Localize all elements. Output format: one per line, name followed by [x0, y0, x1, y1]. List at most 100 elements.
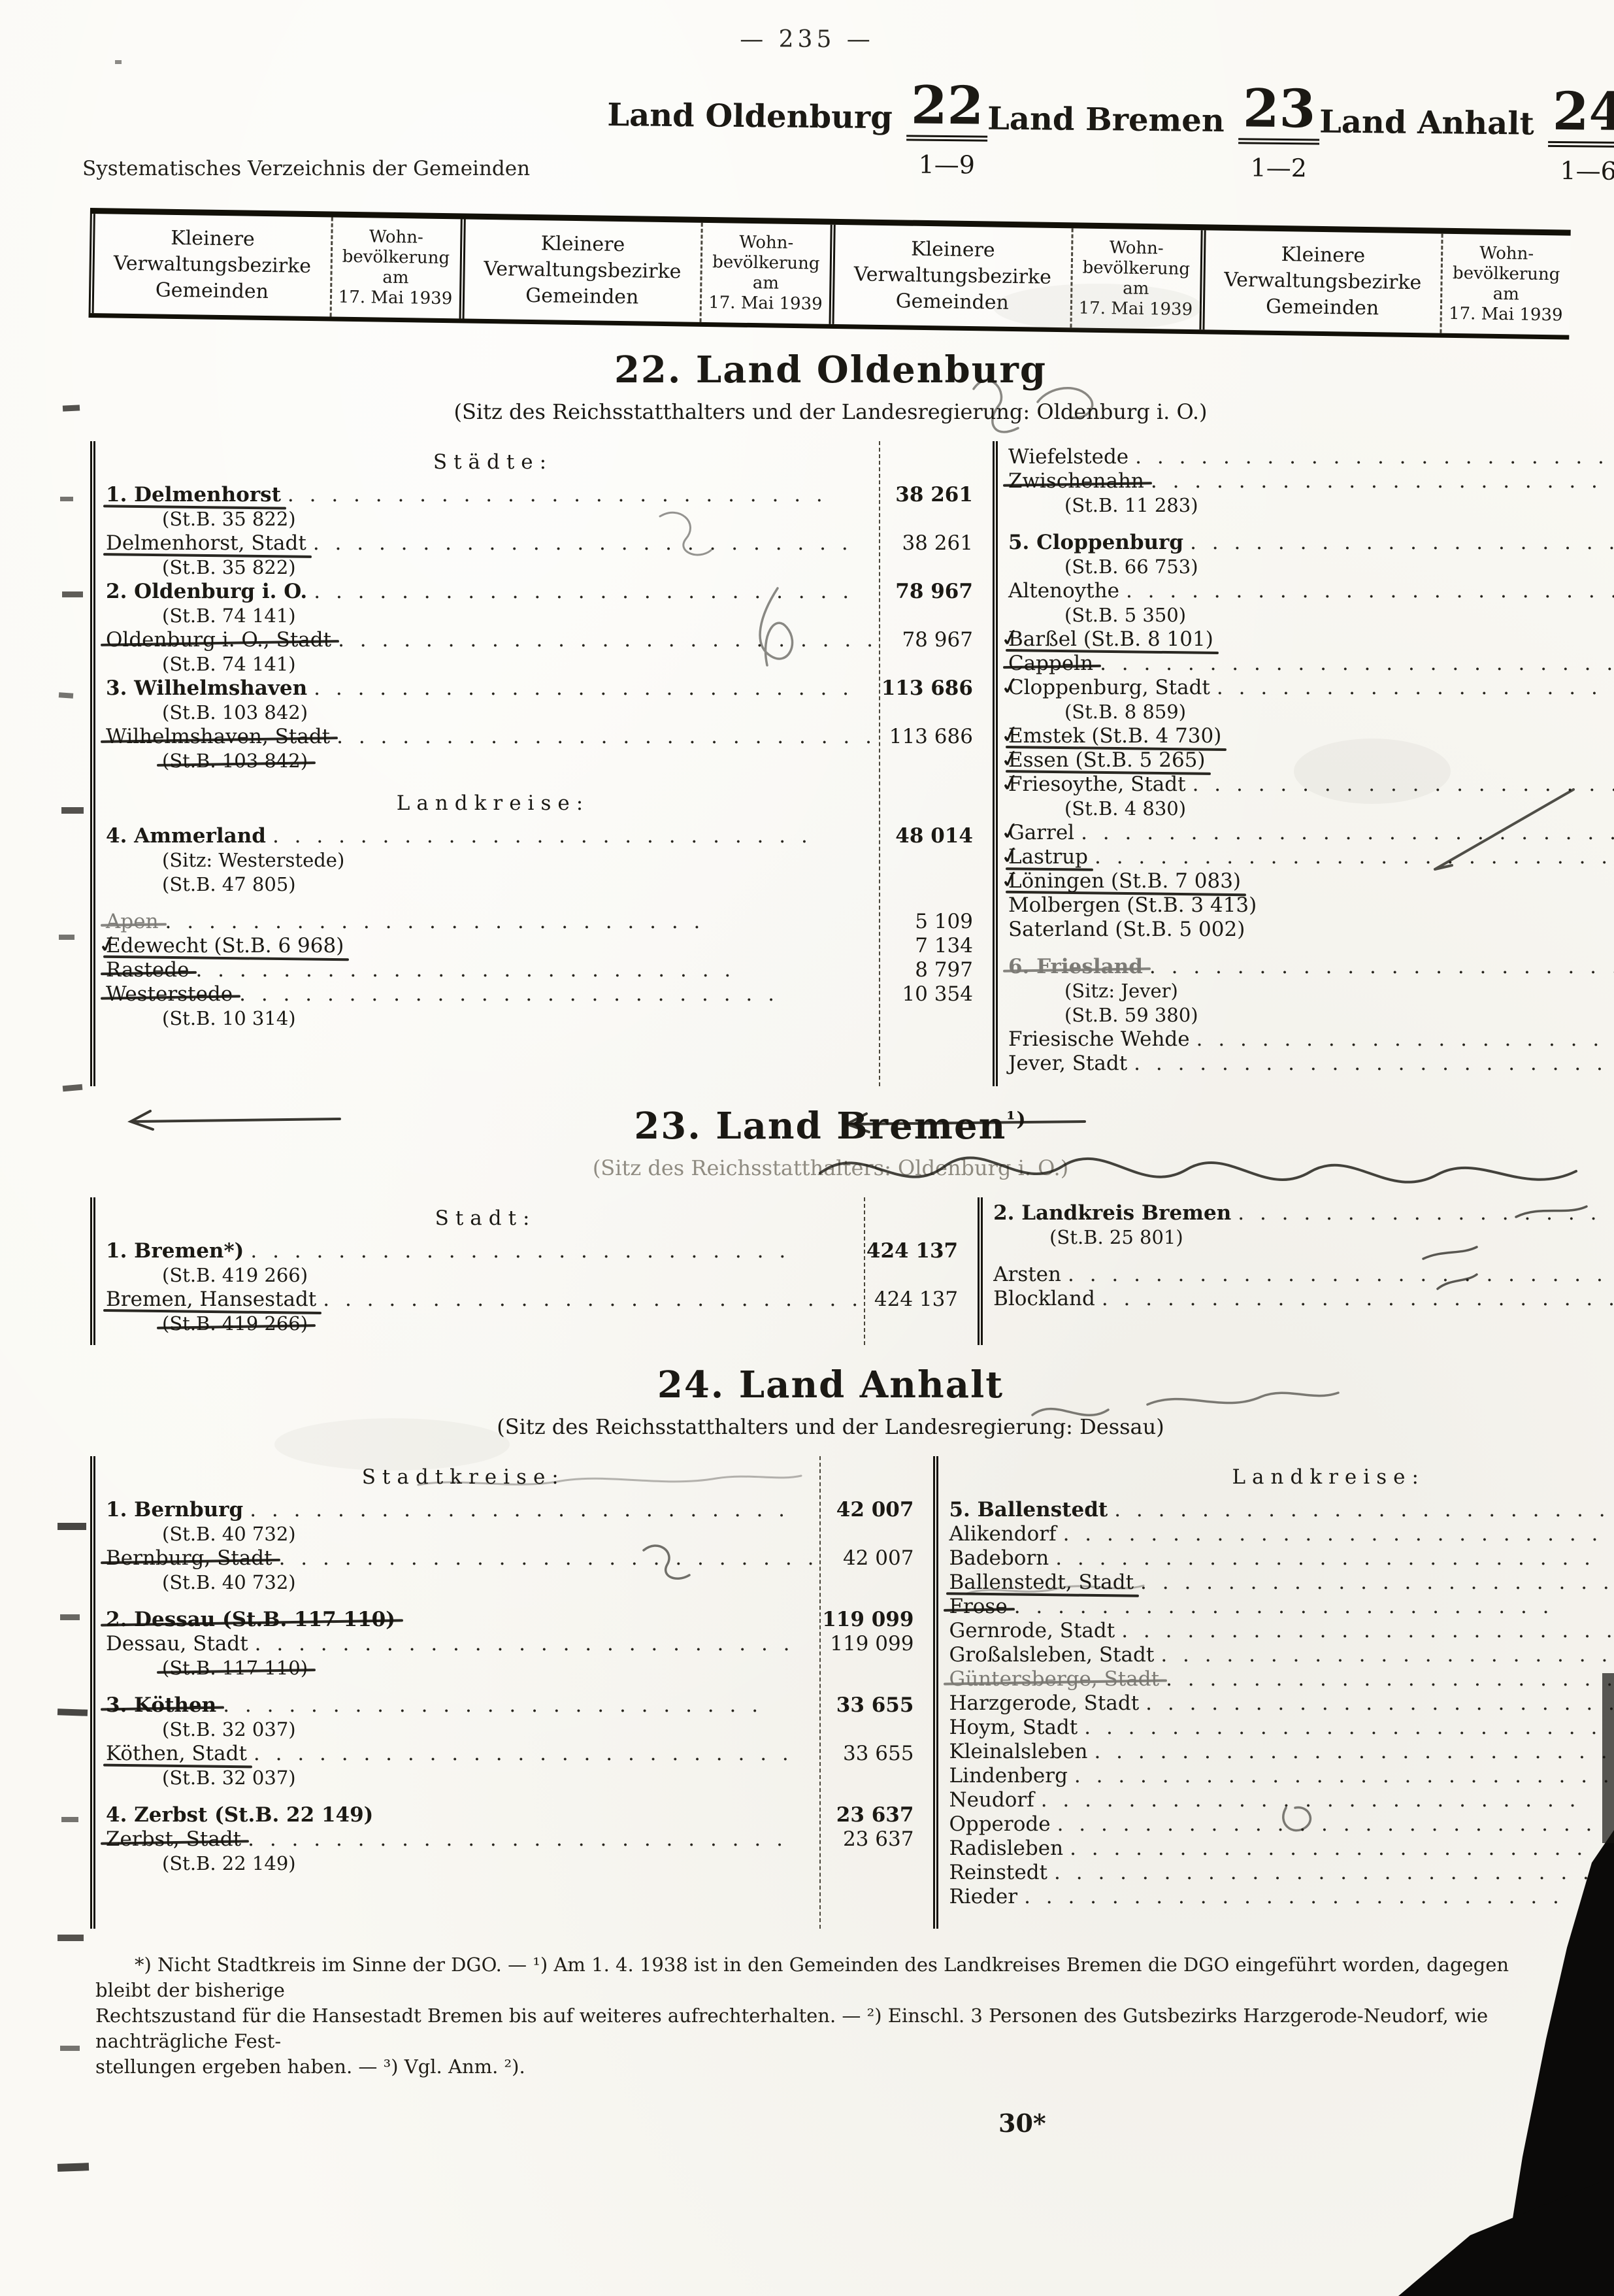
gemeinde-name: Arsten . . . . . . . . . . . . . . . . .… [993, 1263, 1614, 1287]
stb-note: (St.B. 59 380) [1008, 1003, 1614, 1027]
header-line: bevölkerung [1452, 263, 1560, 285]
gemeinde-name: Garrel . . . . . . . . . . . . . . . . .… [1008, 821, 1614, 845]
stb-note-row: (St.B. 117 110) [106, 1656, 933, 1680]
stb-note: (St.B. 40 732) [106, 1522, 933, 1546]
dot-leaders: . . . . . . . . . . . . . . . . . . . . … [1074, 1764, 1614, 1788]
gemeinde-name: 1. Delmenhorst . . . . . . . . . . . . .… [106, 483, 880, 507]
gemeinde-name-text: 5. Cloppenburg [1008, 531, 1184, 554]
gemeinde-row: Köthen, Stadt . . . . . . . . . . . . . … [106, 1742, 933, 1766]
gemeinde-row: 1. Delmenhorst . . . . . . . . . . . . .… [106, 483, 993, 507]
gemeinde-name: Hoym, Stadt . . . . . . . . . . . . . . … [949, 1716, 1614, 1740]
column-heading: Landkreise: [1232, 1465, 1425, 1489]
gemeinde-name: Wiefelstede . . . . . . . . . . . . . . … [1008, 445, 1614, 469]
stb-note: (St.B. 32 037) [106, 1766, 933, 1790]
gemeinde-name-text: Blockland [993, 1287, 1095, 1310]
section-title: 23. Land Bremen¹) [634, 1105, 1027, 1148]
footnote-ref: ¹) [1006, 1108, 1027, 1131]
dot-leaders: . . . . . . . . . . . . . . . . . . . . … [272, 824, 812, 848]
dot-leaders: . . . . . . . . . . . . . . . . . . . . … [312, 531, 853, 555]
gemeinde-row: Alikendorf . . . . . . . . . . . . . . .… [949, 1522, 1614, 1546]
page-signature: 30* [998, 2108, 1046, 2138]
header-line: Gemeinden [155, 278, 269, 304]
gemeinde-name: Molbergen (St.B. 3 413) [1008, 893, 1614, 918]
dot-leaders: . . . . . . . . . . . . . . . . . . . . … [314, 676, 854, 700]
land-number: 24 [1548, 80, 1614, 148]
dot-leaders: . . . . . . . . . . . . . . . . . . . . … [165, 910, 705, 933]
stb-note-text: (St.B. 40 732) [162, 1523, 296, 1545]
gemeinde-name: Reinstedt . . . . . . . . . . . . . . . … [949, 1861, 1614, 1885]
series-label: Systematisches Verzeichnis der Gemeinden [82, 157, 531, 180]
gemeinde-name-text: Barßel (St.B. 8 101) [1008, 627, 1213, 651]
gemeinde-name-text: Zwischenahn [1008, 469, 1144, 493]
gemeinde-row: Blockland . . . . . . . . . . . . . . . … [993, 1287, 1614, 1311]
stb-note: (St.B. 419 266) [106, 1263, 978, 1288]
population-value: 38 261 [895, 483, 973, 507]
gemeinde-name-text: Rieder [949, 1885, 1018, 1908]
population-cell: 38 261 [880, 531, 993, 556]
gemeinde-name-text: Essen (St.B. 5 265) [1008, 748, 1206, 772]
stb-note-text: (St.B. 74 141) [162, 605, 296, 627]
gemeinde-name: 3. Wilhelmshaven . . . . . . . . . . . .… [106, 676, 880, 701]
stb-note-text: (St.B. 32 037) [162, 1718, 296, 1740]
spacer-row [993, 1250, 1614, 1263]
column-heading: Stadtkreise: [361, 1465, 565, 1489]
population-value: 48 014 [895, 824, 973, 848]
gemeinde-row: Molbergen (St.B. 3 413)3 601 [1008, 893, 1614, 918]
gemeinde-row: Kleinalsleben . . . . . . . . . . . . . … [949, 1740, 1614, 1764]
gemeinde-name: 1. Bremen*) . . . . . . . . . . . . . . … [106, 1239, 865, 1263]
gemeinde-row: Rieder . . . . . . . . . . . . . . . . .… [949, 1885, 1614, 1909]
gemeinde-row: Arsten . . . . . . . . . . . . . . . . .… [993, 1263, 1614, 1287]
land-sections: 22. Land Oldenburg (Sitz des Reichsstatth… [90, 348, 1614, 1929]
gemeinde-row: Großalsleben, Stadt . . . . . . . . . . … [949, 1643, 1614, 1667]
spacer-row [106, 1595, 933, 1608]
dot-leaders: . . . . . . . . . . . . . . . . . . . . … [250, 1239, 791, 1263]
spacer-row [106, 1790, 933, 1803]
spacer-row [1008, 518, 1614, 531]
gemeinde-name-text: 1. Bernburg [106, 1498, 244, 1522]
gemeinde-row: Güntersberge, Stadt . . . . . . . . . . … [949, 1667, 1614, 1691]
population-cell: 5 109 [880, 910, 993, 934]
spacer-row [1008, 942, 1614, 955]
gemeinde-name-text: Friesoythe, Stadt [1008, 773, 1186, 796]
stb-note-row: (St.B. 10 314) [106, 1007, 993, 1031]
gemeinde-name-text: Großalsleben, Stadt [949, 1643, 1155, 1667]
land-page-range: 1—9 [918, 150, 976, 180]
stb-note-row: (St.B. 5 350) [1008, 603, 1614, 627]
dot-leaders: . . . . . . . . . . . . . . . . . . . . … [1190, 531, 1614, 554]
population-cell: 23 637 [821, 1803, 933, 1827]
gemeinde-name-text: Opperode [949, 1812, 1051, 1836]
dot-leaders: . . . . . . . . . . . . . . . . . . . . … [1149, 955, 1614, 978]
dot-leaders: . . . . . . . . . . . . . . . . . . . . … [1101, 1287, 1614, 1310]
dot-leaders: . . . . . . . . . . . . . . . . . . . . … [1040, 1788, 1581, 1812]
dot-leaders: . . . . . . . . . . . . . . . . . . . . … [1095, 845, 1614, 869]
gemeinde-name-text: Garrel [1008, 821, 1075, 844]
gemeinde-row: 2. Dessau (St.B. 117 110) 119 099 [106, 1608, 933, 1632]
dot-leaders: . . . . . . . . . . . . . . . . . . . . … [1084, 1716, 1614, 1739]
gemeinde-name-text: Jever, Stadt [1008, 1052, 1128, 1075]
gemeinde-name-text: Cloppenburg, Stadt [1008, 676, 1210, 699]
population-cell: 119 099 [821, 1632, 933, 1656]
gemeinde-name: Friesische Wehde . . . . . . . . . . . .… [1008, 1027, 1614, 1052]
gemeinde-name-text: Altenoythe [1008, 579, 1119, 603]
stb-note: (St.B. 66 753) [1008, 555, 1614, 579]
gemeinde-row: Gernrode, Stadt . . . . . . . . . . . . … [949, 1619, 1614, 1643]
gemeinde-row: ✓ Garrel . . . . . . . . . . . . . . . . … [998, 816, 1614, 846]
gemeinde-name-text: 3. Köthen [106, 1693, 217, 1717]
stb-note-text: (St.B. 103 842) [162, 701, 308, 724]
gemeinde-row: Bremen, Hansestadt . . . . . . . . . . .… [106, 1288, 978, 1312]
gemeinde-row: Rastede . . . . . . . . . . . . . . . . … [106, 958, 993, 982]
dot-leaders: . . . . . . . . . . . . . . . . . . . . … [1150, 469, 1614, 493]
stb-note-row: (St.B. 419 266) [106, 1312, 978, 1336]
stb-note-text: (Sitz: Jever) [1064, 980, 1178, 1002]
gemeinde-name-text: Harzgerode, Stadt [949, 1691, 1140, 1715]
gemeinde-name-text: Wiefelstede [1008, 445, 1129, 469]
gemeinde-name: Delmenhorst, Stadt . . . . . . . . . . .… [106, 531, 880, 556]
header-line: Gemeinden [895, 290, 1010, 314]
gemeinde-name-text: Gernrode, Stadt [949, 1619, 1115, 1642]
gemeinde-name-text: Zerbst, Stadt [106, 1827, 242, 1851]
dot-leaders: . . . . . . . . . . . . . . . . . . . . … [323, 1288, 863, 1311]
gemeinde-name: Neudorf . . . . . . . . . . . . . . . . … [949, 1788, 1614, 1812]
gemeinde-row: Badeborn . . . . . . . . . . . . . . . .… [949, 1546, 1614, 1571]
gemeinde-name: Westerstede . . . . . . . . . . . . . . … [106, 982, 880, 1007]
section-columns: Stadt: 1. Bremen*) . . . . . . . . . . . … [90, 1197, 1614, 1345]
